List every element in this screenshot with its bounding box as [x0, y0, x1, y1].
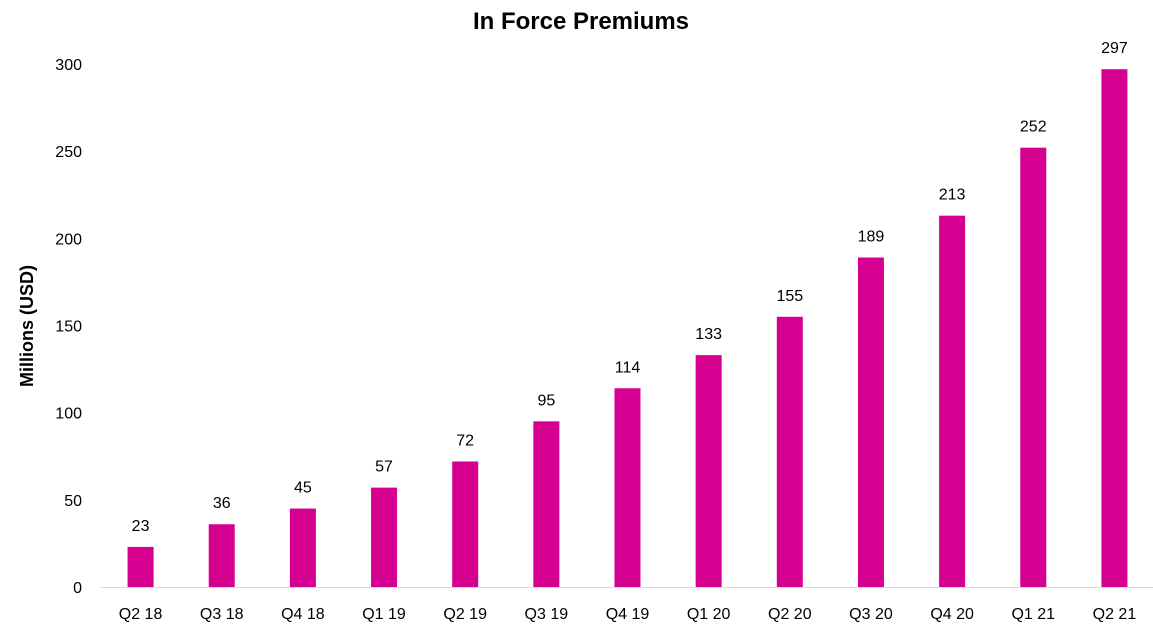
- x-tick-label: Q4 20: [930, 606, 974, 623]
- y-tick-label: 0: [73, 580, 82, 597]
- x-tick-label: Q2 20: [768, 606, 812, 623]
- bar-value-label: 297: [1101, 40, 1128, 57]
- y-tick-label: 300: [55, 57, 82, 74]
- bar-value-label: 252: [1020, 119, 1047, 136]
- x-tick-label: Q3 19: [525, 606, 569, 623]
- x-tick-label: Q2 19: [443, 606, 487, 623]
- bar: [695, 355, 722, 587]
- x-tick-label: Q1 20: [687, 606, 731, 623]
- y-axis-ticks: 0 50 100 150 200 250 300: [55, 57, 82, 597]
- data-labels: 23 36 45 57 72 95 114 133 155 189 213 252 297: [132, 40, 1128, 535]
- bar: [776, 316, 803, 587]
- x-tick-label: Q1 19: [362, 606, 406, 623]
- bar-value-label: 114: [615, 359, 641, 376]
- bar: [857, 257, 884, 587]
- bar: [371, 487, 398, 587]
- bar: [452, 461, 479, 587]
- y-tick-label: 100: [55, 406, 82, 423]
- bar: [533, 421, 560, 587]
- x-tick-label: Q2 18: [119, 606, 163, 623]
- bar: [1101, 69, 1128, 588]
- y-axis-title: Millions (USD): [17, 265, 37, 387]
- bar: [208, 524, 235, 587]
- bar-value-label: 36: [213, 495, 231, 512]
- y-tick-label: 50: [64, 493, 82, 510]
- bar: [614, 388, 641, 587]
- bar-value-label: 133: [695, 326, 722, 343]
- y-tick-label: 150: [55, 319, 82, 336]
- chart-title: In Force Premiums: [473, 8, 689, 35]
- bar: [1020, 147, 1047, 587]
- bar: [289, 508, 316, 587]
- x-tick-label: Q1 21: [1011, 606, 1055, 623]
- x-axis-ticks: Q2 18 Q3 18 Q4 18 Q1 19 Q2 19 Q3 19 Q4 19 Q1 20…: [119, 606, 1137, 623]
- y-tick-label: 200: [55, 231, 82, 248]
- bar-value-label: 57: [375, 459, 393, 476]
- bar: [127, 546, 154, 587]
- bar-value-label: 213: [939, 187, 966, 204]
- x-tick-label: Q3 18: [200, 606, 244, 623]
- bar-value-label: 45: [294, 480, 312, 497]
- bar-value-label: 155: [776, 288, 803, 305]
- x-tick-label: Q4 19: [606, 606, 650, 623]
- x-tick-label: Q2 21: [1093, 606, 1137, 623]
- bar-value-label: 95: [537, 392, 555, 409]
- bar-value-label: 189: [858, 229, 885, 246]
- bar-value-label: 23: [132, 518, 150, 535]
- bar-value-label: 72: [456, 432, 474, 449]
- bar-series: [127, 69, 1128, 588]
- x-tick-label: Q3 20: [849, 606, 893, 623]
- x-tick-label: Q4 18: [281, 606, 325, 623]
- y-tick-label: 250: [55, 144, 82, 161]
- bar: [939, 215, 966, 588]
